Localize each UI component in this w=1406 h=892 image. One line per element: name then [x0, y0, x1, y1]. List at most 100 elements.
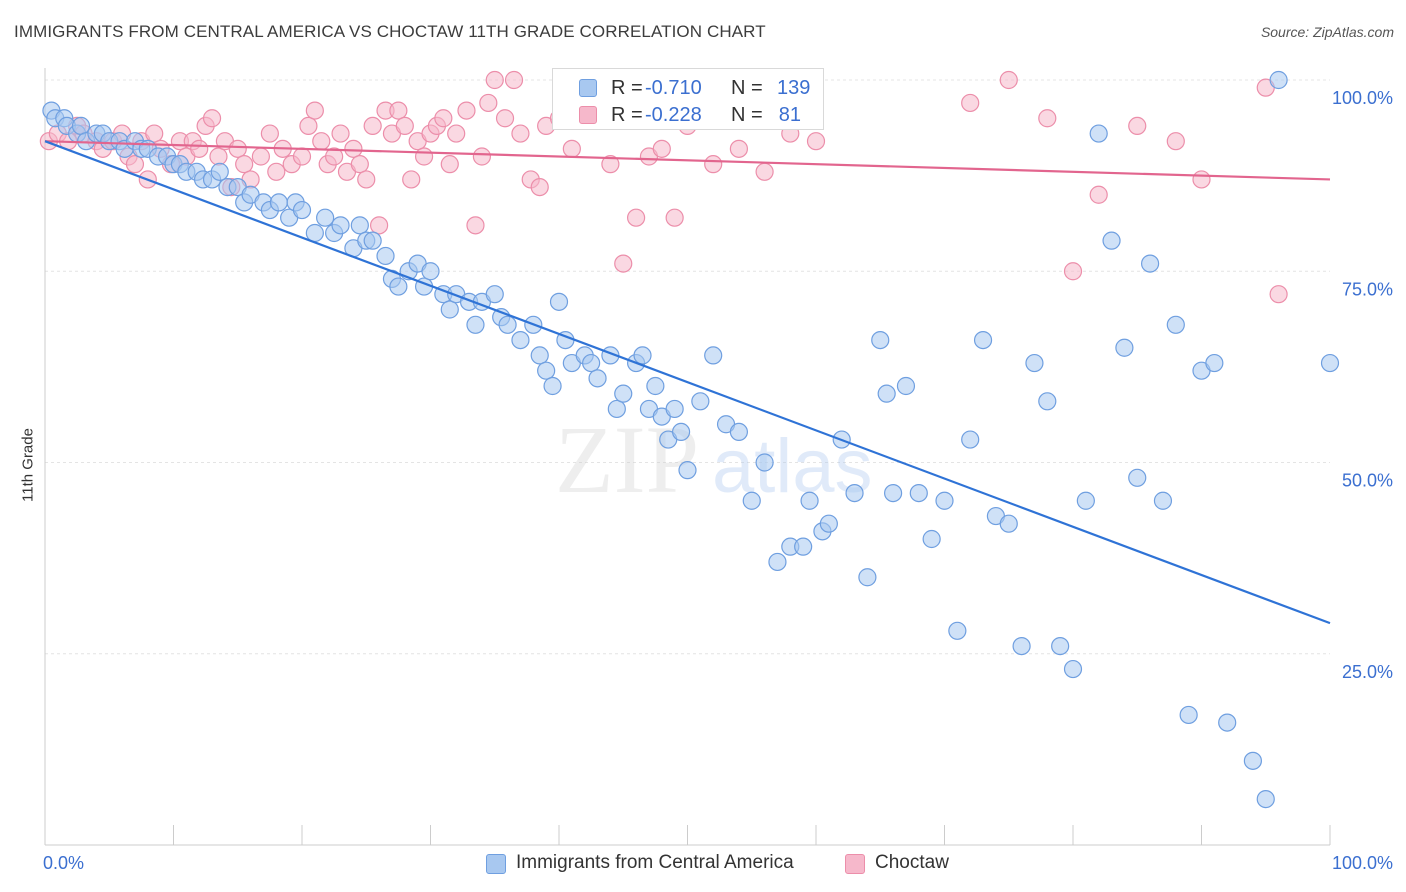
- watermark-zip: ZIP: [555, 406, 699, 513]
- axes: [44, 68, 1331, 846]
- central-america-point: [755, 453, 774, 472]
- choctaw-point: [1192, 170, 1211, 189]
- central-america-point: [729, 422, 749, 441]
- choctaw-point: [755, 162, 774, 181]
- choctaw-point: [999, 70, 1018, 90]
- pink-legend-swatch: [845, 854, 865, 874]
- choctaw-point: [504, 70, 524, 90]
- choctaw-point: [440, 155, 459, 174]
- central-america-point: [871, 331, 890, 350]
- choctaw-point: [704, 155, 723, 174]
- choctaw-point: [190, 139, 209, 158]
- central-america-point: [614, 384, 633, 403]
- central-america-point: [1256, 789, 1275, 809]
- n-label: N =: [731, 104, 763, 126]
- choctaw-point: [434, 109, 453, 128]
- central-america-point: [794, 537, 813, 556]
- central-america-point: [883, 484, 903, 503]
- central-america-points: [42, 70, 1340, 809]
- central-america-trend-line: [44, 140, 1331, 625]
- central-america-point: [543, 376, 562, 396]
- central-america-point: [877, 384, 896, 403]
- central-america-point: [973, 331, 993, 350]
- central-america-point: [704, 346, 723, 365]
- central-america-point: [1320, 353, 1340, 373]
- central-america-point: [71, 116, 91, 136]
- choctaw-trend-line: [44, 140, 1331, 181]
- central-america-point: [819, 514, 838, 533]
- central-america-point: [999, 514, 1018, 533]
- central-america-point: [421, 262, 440, 281]
- central-america-point: [678, 461, 697, 480]
- central-america-point: [1128, 468, 1147, 487]
- central-america-point: [845, 484, 864, 503]
- central-america-point: [633, 346, 652, 365]
- central-america-point: [466, 315, 485, 334]
- central-america-point: [485, 285, 504, 304]
- y-tick-label: 50.0%: [1342, 471, 1393, 491]
- central-america-point: [922, 529, 941, 549]
- tick-labels: 100.0% 75.0% 50.0% 25.0% 0.0% 100.0%: [43, 88, 1393, 873]
- choctaw-point: [370, 216, 389, 235]
- central-america-point: [1063, 659, 1083, 679]
- central-america-point: [1025, 353, 1044, 373]
- choctaw-point: [363, 116, 382, 136]
- n-value: 139: [777, 77, 811, 99]
- central-america-point: [1243, 751, 1263, 770]
- central-america-point: [316, 208, 335, 227]
- choctaw-point: [601, 155, 620, 174]
- chart-source: Source: ZipAtlas.com: [1260, 24, 1394, 40]
- central-america-point: [305, 223, 324, 243]
- choctaw-point: [472, 147, 491, 166]
- central-america-point: [588, 369, 607, 388]
- choctaw-point: [562, 139, 581, 158]
- legend-row-choctaw: R = -0.228 N = 81: [553, 102, 823, 128]
- choctaw-point: [1166, 132, 1185, 151]
- choctaw-point: [530, 178, 549, 197]
- choctaw-point: [357, 170, 376, 189]
- legend-row-central-america: R = -0.710 N = 139: [553, 75, 823, 101]
- central-america-point: [1218, 713, 1237, 732]
- y-tick-label: 100.0%: [1332, 88, 1393, 108]
- choctaw-point: [479, 93, 498, 113]
- x-tick-label-min: 0.0%: [43, 853, 84, 873]
- legend-label: Choctaw: [875, 852, 949, 873]
- central-america-point: [549, 292, 569, 311]
- choctaw-point: [325, 147, 344, 166]
- choctaw-point: [350, 155, 369, 174]
- central-america-point: [896, 376, 916, 396]
- blue-swatch: [579, 79, 597, 97]
- watermark: ZIP atlas: [555, 406, 873, 513]
- choctaw-point: [312, 132, 331, 151]
- choctaw-point: [299, 116, 318, 136]
- stats-legend: R = -0.710 N = 139 R = -0.228 N = 81: [552, 68, 824, 130]
- central-america-point: [671, 422, 691, 441]
- choctaw-point: [1269, 285, 1288, 304]
- central-america-point: [742, 491, 761, 510]
- central-america-point: [292, 200, 312, 220]
- central-america-point: [1179, 705, 1198, 725]
- choctaw-point: [414, 147, 434, 166]
- central-america-point: [1205, 353, 1224, 373]
- central-america-point: [1140, 254, 1160, 273]
- central-america-point: [1166, 315, 1185, 334]
- central-america-point: [350, 216, 369, 235]
- chart-title: IMMIGRANTS FROM CENTRAL AMERICA VS CHOCT…: [14, 22, 766, 41]
- choctaw-point: [292, 147, 312, 166]
- blue-legend-swatch: [486, 854, 506, 874]
- choctaw-point: [331, 124, 350, 143]
- choctaw-point: [652, 139, 671, 158]
- choctaw-point: [485, 70, 504, 90]
- central-america-point: [1038, 392, 1057, 411]
- central-america-point: [1089, 124, 1108, 143]
- central-america-point: [1102, 231, 1121, 250]
- n-label: N =: [731, 77, 763, 99]
- r-value: -0.228: [645, 104, 702, 126]
- choctaw-point: [806, 132, 826, 151]
- choctaw-point: [511, 124, 530, 143]
- central-america-point: [858, 568, 877, 587]
- choctaw-point: [665, 208, 684, 227]
- choctaw-point: [235, 155, 254, 174]
- central-america-point: [961, 430, 980, 449]
- central-america-point: [389, 277, 408, 296]
